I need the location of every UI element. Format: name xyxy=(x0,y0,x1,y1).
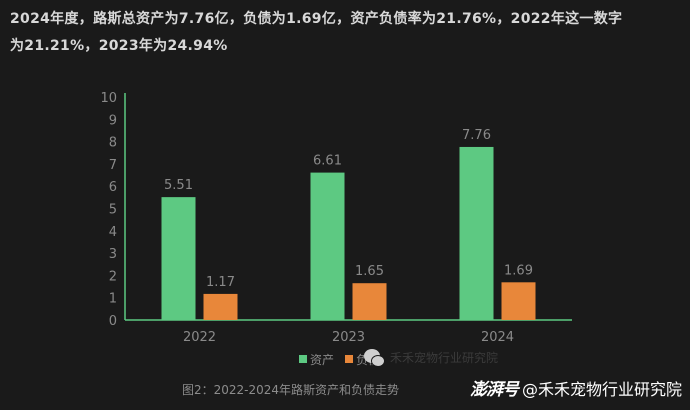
data-label: 6.61 xyxy=(313,154,342,169)
bar-liabilities xyxy=(352,283,387,320)
x-tick-label: 2022 xyxy=(183,330,216,345)
watermark-text: 禾禾宠物行业研究院 xyxy=(390,351,499,365)
y-tick-label: 4 xyxy=(109,225,117,240)
bar-assets xyxy=(310,172,345,320)
bar-assets xyxy=(161,197,196,320)
source-credit: 澎湃号 @禾禾宠物行业研究院 xyxy=(469,375,682,401)
y-tick-label: 7 xyxy=(109,158,117,173)
legend-label: 资产 xyxy=(310,353,334,367)
bar-liabilities xyxy=(203,293,238,320)
x-tick-label: 2023 xyxy=(332,330,365,345)
intro-paragraph: 2024年度，路斯总资产为7.76亿，负债为1.69亿，资产负债率为21.76%… xyxy=(10,6,682,60)
y-tick-label: 1 xyxy=(109,292,117,307)
y-tick-label: 5 xyxy=(109,203,117,218)
x-tick-label: 2024 xyxy=(481,330,514,345)
bar-liabilities xyxy=(501,282,536,320)
y-tick-label: 8 xyxy=(109,136,117,151)
legend-swatch xyxy=(345,355,353,363)
y-tick-label: 9 xyxy=(109,113,117,128)
intro-line-1: 2024年度，路斯总资产为7.76亿，负债为1.69亿，资产负债率为21.76%… xyxy=(10,11,623,27)
credit-text: @禾禾宠物行业研究院 xyxy=(521,379,682,399)
y-tick-label: 10 xyxy=(100,91,117,106)
figure-caption: 图2：2022-2024年路斯资产和负债走势 xyxy=(182,383,400,397)
y-tick-label: 2 xyxy=(109,269,117,284)
data-label: 1.69 xyxy=(504,263,533,278)
legend-swatch xyxy=(299,355,307,363)
data-label: 1.17 xyxy=(206,275,235,290)
data-label: 1.65 xyxy=(355,264,384,279)
intro-line-2: 为21.21%，2023年为24.94% xyxy=(10,38,228,54)
y-tick-label: 0 xyxy=(109,314,117,329)
wechat-icon xyxy=(364,349,385,367)
y-tick-label: 3 xyxy=(109,247,117,262)
data-label: 7.76 xyxy=(462,128,491,143)
thepaper-logo: 澎湃号 xyxy=(469,380,519,400)
y-tick-label: 6 xyxy=(109,180,117,195)
data-label: 5.51 xyxy=(164,178,193,193)
bar-assets xyxy=(459,146,494,320)
